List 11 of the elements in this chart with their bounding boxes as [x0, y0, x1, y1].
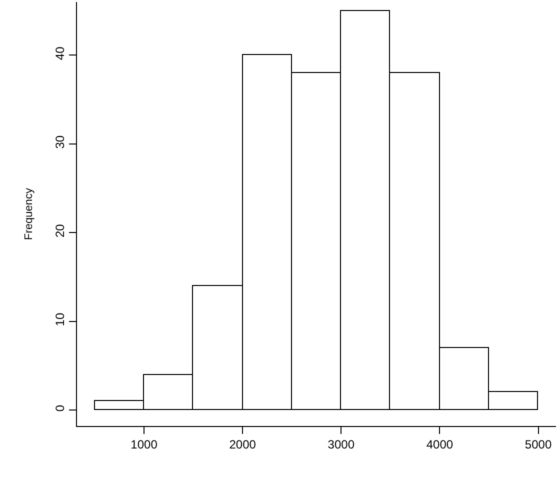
y-tick-label: 10 [53, 312, 68, 326]
y-tick-label: 20 [53, 224, 68, 238]
x-tick-label: 4000 [426, 437, 454, 452]
y-tick-label: 0 [53, 404, 68, 412]
x-tick-label: 3000 [328, 437, 355, 452]
x-tick-label: 5000 [524, 437, 552, 452]
y-tick-label: 30 [53, 135, 68, 149]
y-axis-title: Frequency [22, 188, 35, 240]
y-tick-label: 40 [53, 46, 68, 60]
x-tick-label: 1000 [130, 437, 158, 452]
x-tick-label: 2000 [229, 437, 256, 452]
